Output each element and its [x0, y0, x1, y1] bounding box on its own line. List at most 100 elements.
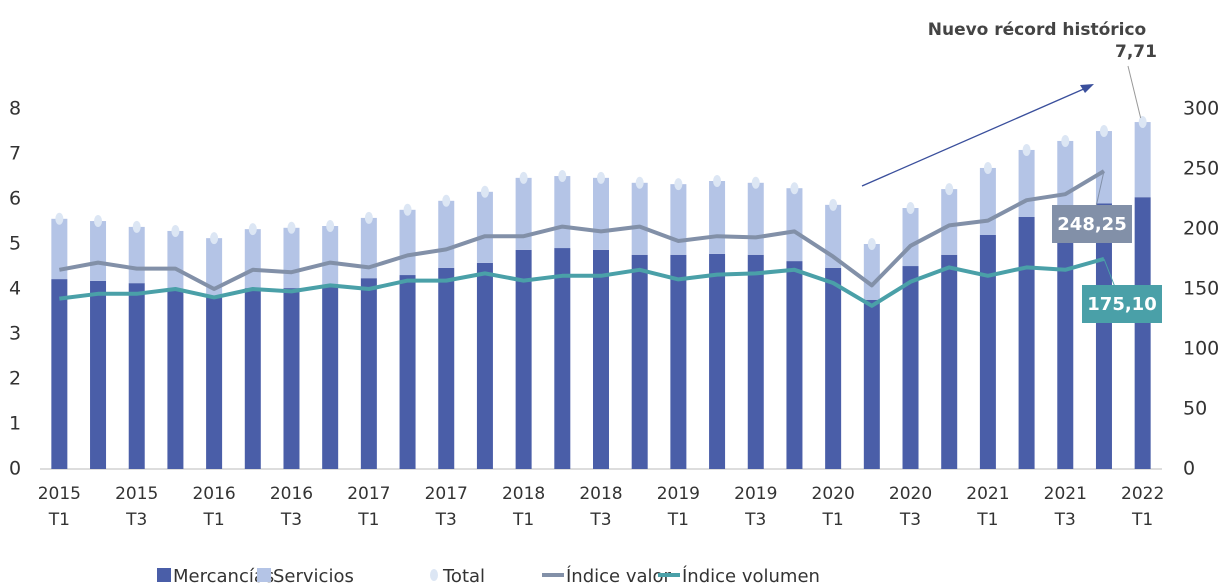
bar	[322, 226, 339, 288]
value-label: 175,10	[1087, 294, 1156, 315]
legend-swatch	[157, 568, 171, 582]
line	[58, 169, 1105, 291]
bar	[747, 254, 764, 469]
x-tick-label: 2016	[270, 484, 313, 504]
total-dot	[55, 212, 64, 225]
bar	[360, 217, 377, 279]
total-dot	[1022, 143, 1031, 156]
x-tick-label: 2019	[734, 484, 777, 504]
bar	[515, 249, 532, 469]
x-tick-label: T3	[125, 510, 147, 530]
value-label: 248,25	[1057, 214, 1126, 235]
bar	[902, 266, 919, 469]
x-tick-label: 2015	[38, 484, 81, 504]
x-tick-label: 2017	[347, 484, 390, 504]
bar	[670, 184, 687, 255]
total-dot	[751, 176, 760, 189]
leader	[1127, 65, 1142, 119]
x-tick-label: 2015	[115, 484, 158, 504]
x-tick-label: 2016	[192, 484, 235, 504]
total-dot	[558, 170, 567, 183]
bar	[554, 176, 571, 249]
x-tick-label: T3	[280, 510, 302, 530]
bar	[128, 283, 145, 469]
total-dot	[519, 171, 528, 184]
y-tick-label: 0	[9, 458, 21, 480]
y2-tick-label: 300	[1183, 98, 1219, 120]
total-dot	[790, 182, 799, 195]
x-tick-label: 2020	[812, 484, 855, 504]
y-tick-label: 5	[9, 233, 21, 255]
x-tick-label: 2021	[1044, 484, 1087, 504]
bar	[709, 181, 726, 254]
x-tick-label: 2019	[657, 484, 700, 504]
bar	[593, 249, 609, 469]
bar	[244, 229, 261, 289]
bar	[90, 280, 107, 469]
bar	[1134, 197, 1151, 469]
y2-tick-label: 50	[1183, 398, 1207, 420]
y-tick-label: 4	[9, 278, 21, 300]
total-dot	[1138, 116, 1147, 129]
x-tick-label: T1	[512, 510, 534, 530]
x-tick-label: T3	[435, 510, 457, 530]
bar	[631, 254, 648, 469]
bar	[360, 278, 377, 469]
bar	[941, 254, 958, 469]
x-tick-label: T1	[48, 510, 70, 530]
x-tick-label: T3	[589, 510, 611, 530]
total-dot	[1061, 134, 1070, 147]
bar	[863, 299, 880, 469]
y2-tick-label: 150	[1183, 278, 1219, 300]
annotation: Nuevo récord histórico	[928, 20, 1147, 40]
x-tick-label: 2018	[502, 484, 545, 504]
total-dot	[674, 178, 683, 191]
x-tick-label: 2020	[889, 484, 932, 504]
bar	[825, 267, 842, 469]
x-tick-label: 2017	[425, 484, 468, 504]
x-tick-label: T3	[1054, 510, 1076, 530]
arrow-head	[1080, 84, 1094, 93]
bar	[979, 235, 996, 469]
total-dot	[248, 223, 257, 236]
bar	[1018, 149, 1035, 217]
bar	[476, 262, 493, 469]
bar	[438, 200, 455, 268]
y2-tick-label: 0	[1183, 458, 1195, 480]
bar	[979, 167, 996, 235]
legend-label: Índice volumen	[682, 565, 820, 586]
y-tick-label: 7	[9, 143, 21, 165]
bar	[747, 182, 764, 255]
legend-swatch	[257, 568, 271, 582]
bar	[593, 177, 609, 250]
bar	[1057, 140, 1074, 215]
bar	[786, 261, 803, 469]
bar	[902, 208, 919, 267]
total-dot	[713, 175, 722, 187]
legend-label: Servicios	[273, 566, 354, 586]
bar	[206, 238, 223, 298]
bar	[128, 226, 145, 284]
y2-tick-label: 250	[1183, 158, 1219, 180]
total-dot	[403, 203, 412, 216]
bar	[1095, 131, 1112, 204]
y-tick-label: 2	[9, 368, 21, 390]
bar	[51, 279, 68, 469]
y-tick-label: 3	[9, 323, 21, 345]
x-tick-label: T1	[667, 510, 689, 530]
total-dot	[867, 238, 876, 250]
bar	[51, 218, 68, 280]
bar	[1057, 214, 1074, 469]
x-tick-label: 2018	[579, 484, 622, 504]
bar	[283, 288, 300, 469]
arrow	[861, 87, 1087, 187]
x-tick-label: T1	[1131, 510, 1153, 530]
bar	[244, 288, 261, 469]
bar	[515, 177, 532, 250]
total-dot	[480, 185, 489, 198]
legend-swatch	[430, 569, 438, 581]
bar	[554, 248, 571, 469]
bar	[709, 253, 726, 469]
bar	[438, 267, 455, 469]
